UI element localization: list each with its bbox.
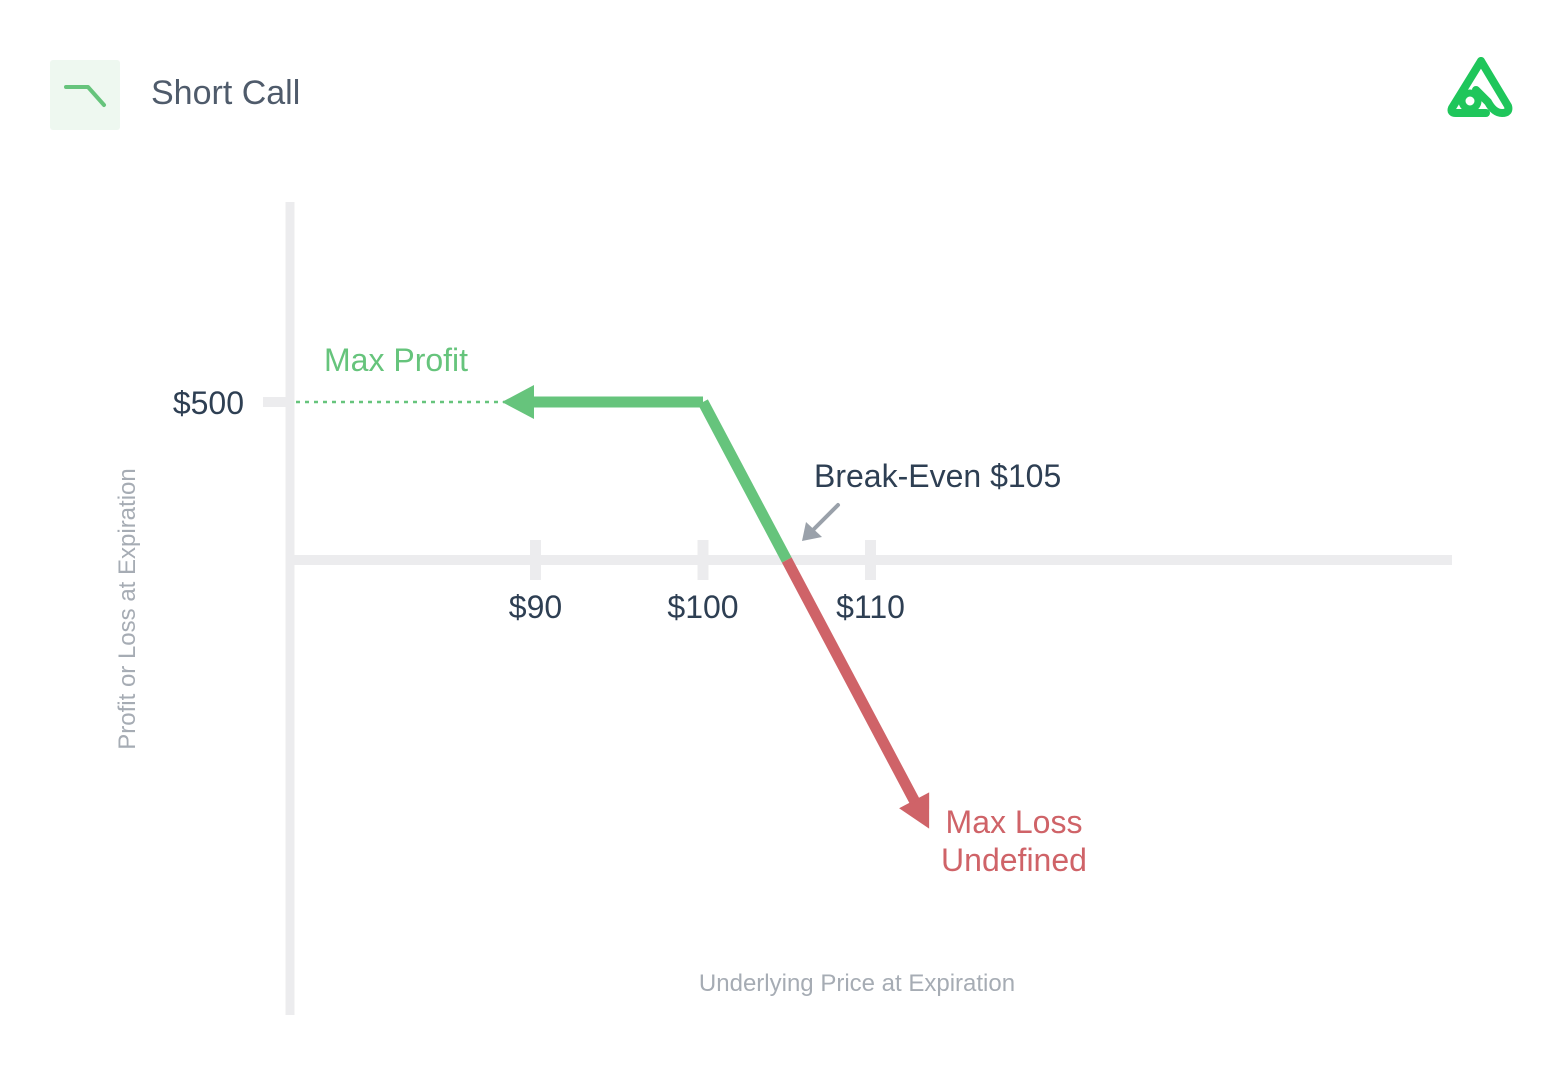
break-even-label: Break-Even $105: [814, 458, 1061, 494]
max-loss-label: Max Loss: [946, 804, 1083, 840]
break-even-pointer-arrow: [802, 503, 840, 541]
y-axis-label: Profit or Loss at Expiration: [114, 468, 141, 749]
max-loss-arrowhead: [899, 792, 930, 829]
max-profit-label: Max Profit: [324, 342, 468, 378]
x-tick-label-100: $100: [667, 589, 738, 625]
page-title: Short Call: [151, 74, 301, 112]
payoff-profit-slope-segment: [698, 399, 792, 563]
short-call-payoff-icon: [64, 85, 106, 107]
brand-logo-icon: [1447, 57, 1513, 117]
x-tick-label-90: $90: [509, 589, 562, 625]
payoff-loss-segment: [781, 557, 920, 805]
max-loss-undefined-label: Undefined: [941, 842, 1087, 878]
y-tick-label-500: $500: [173, 385, 244, 421]
x-tick-label-110: $110: [836, 589, 905, 625]
strategy-badge: [50, 60, 120, 130]
x-axis-label: Underlying Price at Expiration: [699, 970, 1015, 997]
max-profit-arrowhead: [502, 385, 534, 419]
